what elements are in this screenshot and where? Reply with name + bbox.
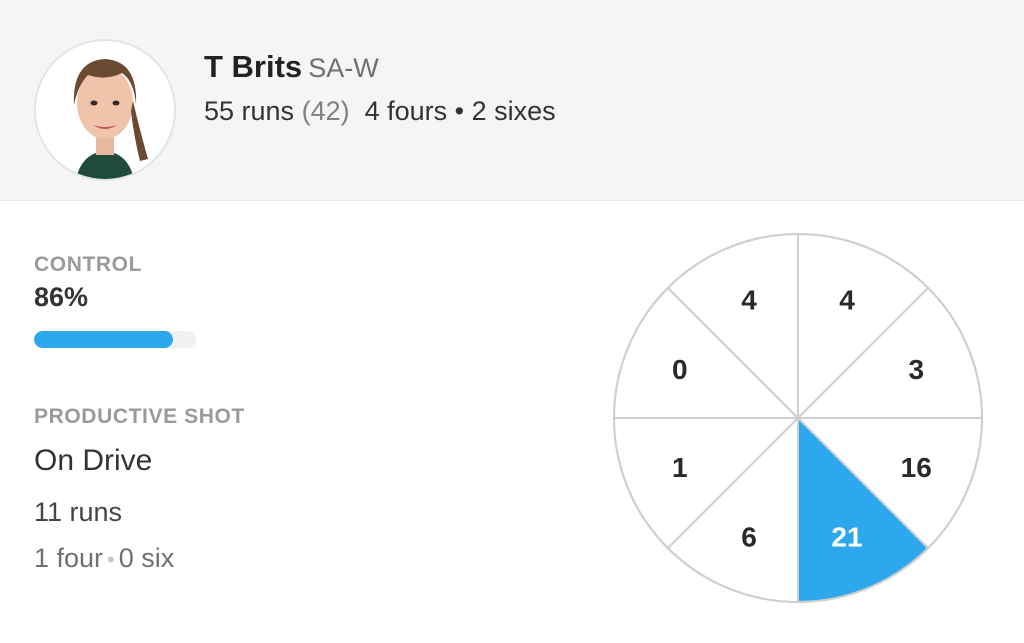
player-avatar[interactable]: [34, 39, 176, 181]
control-progress-fill: [34, 331, 174, 348]
control-value: 86%: [34, 282, 89, 312]
wagon-wheel-segment-label: 4: [741, 285, 757, 316]
player-team: SA-W: [308, 53, 379, 83]
wagon-wheel-segment-label: 1: [672, 452, 688, 483]
wagon-wheel-segment-label: 21: [831, 521, 862, 552]
shot-separator: •: [107, 547, 115, 572]
player-name-line: T Brits SA-W: [204, 48, 379, 87]
player-header: T Brits SA-W 55 runs (42) 4 fours • 2 six…: [0, 0, 1024, 201]
shot-sixes: 0 six: [118, 543, 175, 573]
wagon-wheel-segment-label: 3: [908, 354, 924, 385]
player-runs: 55 runs: [204, 96, 295, 126]
productive-shot-name: On Drive: [34, 444, 153, 477]
wagon-wheel-segment-label: 6: [741, 521, 757, 552]
player-stats: 55 runs (42) 4 fours • 2 sixes: [204, 94, 556, 128]
productive-shot-boundaries: 1 four • 0 six: [34, 543, 174, 574]
control-progress-bar: [34, 331, 196, 348]
productive-shot-label: PRODUCTIVE SHOT: [34, 405, 245, 428]
player-name[interactable]: T Brits: [204, 49, 303, 84]
wagon-wheel-segment-label: 16: [901, 452, 932, 483]
wagon-wheel-segment-label: 4: [839, 285, 855, 316]
player-photo: [36, 41, 174, 179]
player-sixes: 2 sixes: [471, 96, 556, 126]
productive-shot-runs: 11 runs: [34, 497, 123, 527]
wagon-wheel: 4 3 16 21 6 1 0 4: [612, 232, 984, 604]
shot-fours: 1 four: [34, 543, 104, 573]
wagon-wheel-outline: [613, 233, 983, 603]
player-fours: 4 fours: [364, 96, 448, 126]
player-balls: (42): [301, 96, 350, 126]
wagon-wheel-segment-label: 0: [672, 354, 688, 385]
control-label: CONTROL: [34, 253, 143, 276]
stats-separator: •: [454, 96, 465, 126]
